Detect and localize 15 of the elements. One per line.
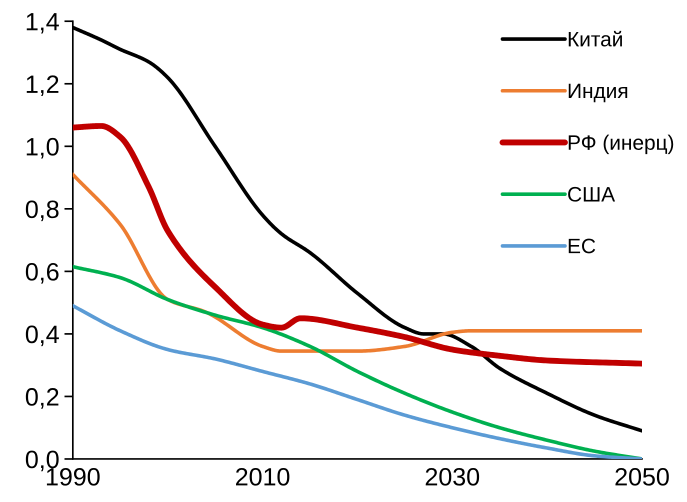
y-tick-label: 0,6 bbox=[26, 262, 59, 284]
y-tick-label: 0,4 bbox=[26, 326, 59, 346]
y-tick-label: 0,8 bbox=[26, 200, 59, 222]
y-tick-label: 1,4 bbox=[26, 13, 59, 34]
y-tick-label: 1,2 bbox=[26, 75, 58, 96]
y-tick-label: 1,0 bbox=[26, 138, 59, 159]
x-tick-label: 2010 bbox=[236, 468, 290, 486]
legend-label: США bbox=[568, 186, 616, 202]
legend-label: ЕС bbox=[568, 238, 596, 254]
legend-label: РФ (инерц) bbox=[568, 134, 674, 154]
x-tick-label: 2030 bbox=[426, 468, 480, 486]
legend-label: Индия bbox=[568, 84, 628, 102]
x-tick-label: 2050 bbox=[615, 468, 669, 486]
legend-label: Китай bbox=[568, 30, 622, 47]
y-tick-label: 0,2 bbox=[26, 388, 58, 409]
